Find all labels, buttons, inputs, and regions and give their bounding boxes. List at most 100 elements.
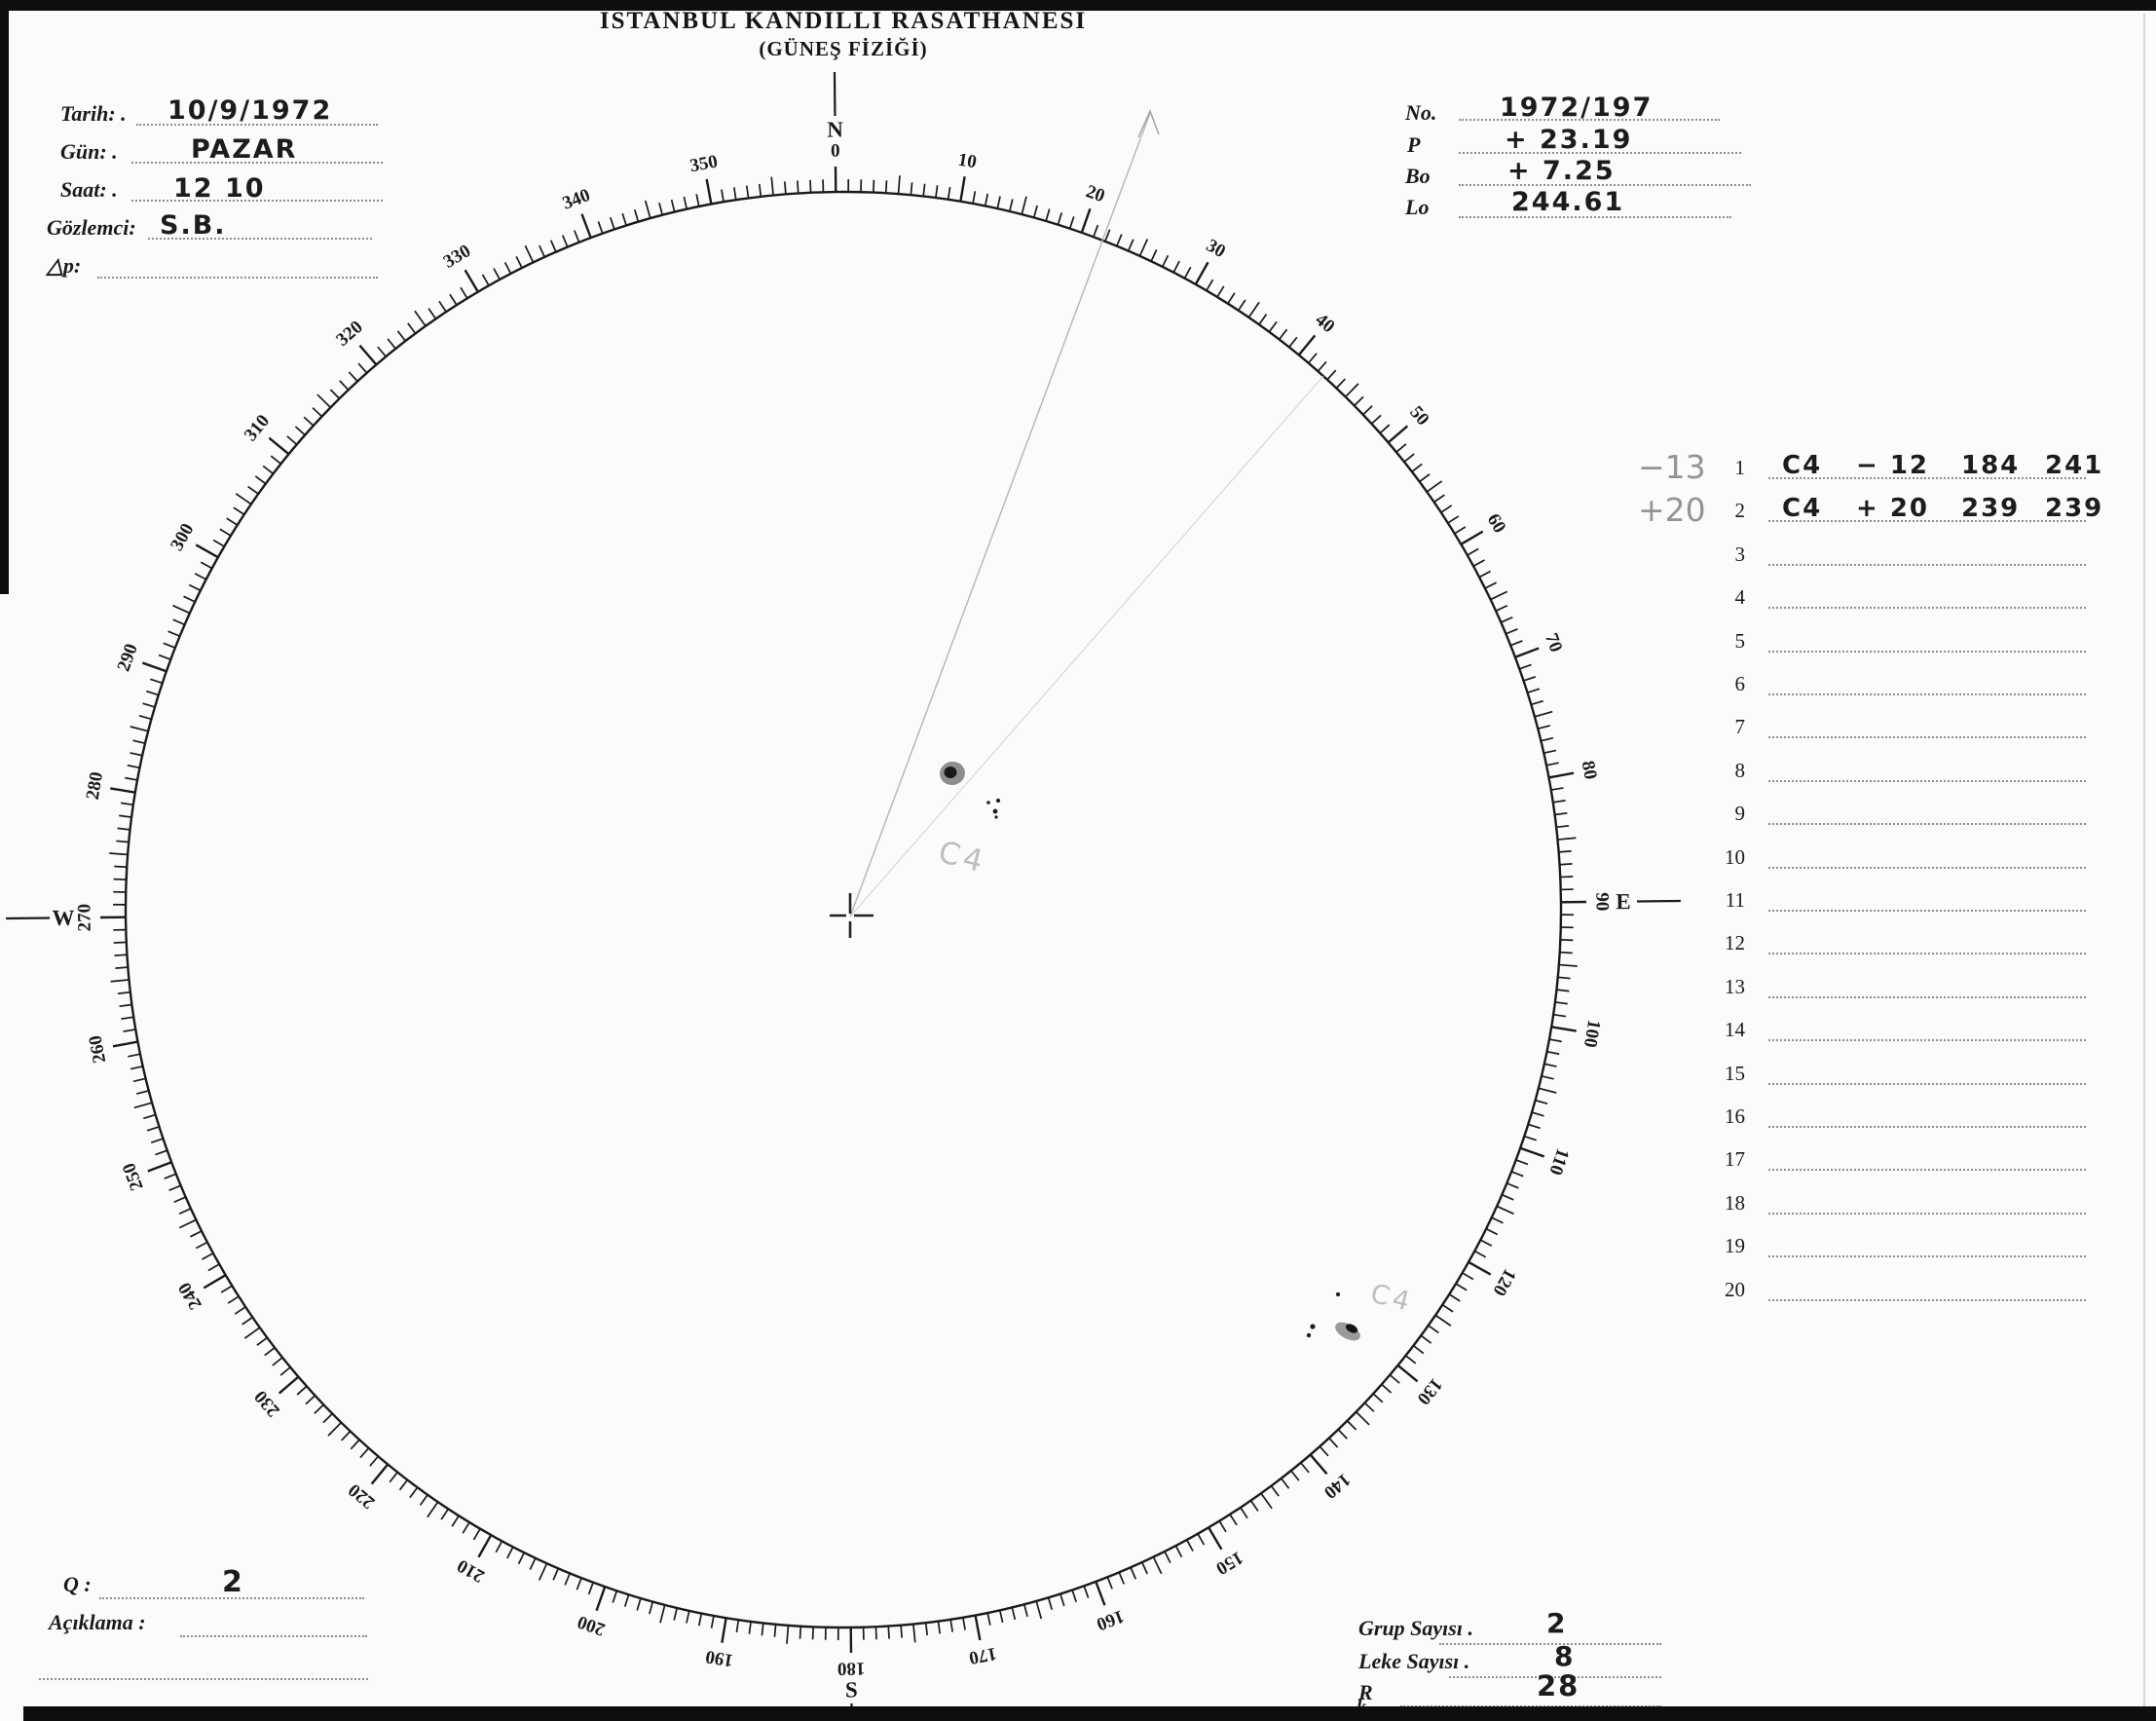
cardinal-label-e: E	[1616, 889, 1631, 914]
degree-tick	[1496, 1205, 1514, 1216]
degree-label: 100	[1580, 1018, 1604, 1049]
degree-tick	[305, 1395, 316, 1405]
degree-tick	[120, 802, 134, 806]
degree-tick	[912, 1624, 916, 1643]
degree-tick	[1557, 837, 1577, 841]
field-label-delta-p: △p:	[47, 253, 82, 278]
dotted-line	[1459, 119, 1720, 121]
degree-tick	[1208, 1526, 1223, 1551]
degree-tick	[1524, 1135, 1537, 1141]
degree-tick	[1260, 1492, 1273, 1510]
degree-tick	[1558, 963, 1578, 967]
degree-tick	[1083, 1586, 1090, 1598]
degree-tick	[984, 193, 989, 206]
degree-label: 270	[74, 904, 94, 932]
degree-tick	[212, 539, 225, 547]
dotted-line	[1768, 823, 2086, 826]
degree-tick	[1278, 328, 1288, 341]
scan-edge-bottom	[23, 1706, 2156, 1721]
degree-label: 240	[174, 1279, 206, 1313]
degree-tick	[1546, 1050, 1560, 1056]
degree-tick	[972, 191, 977, 205]
degree-tick	[227, 1295, 240, 1304]
degree-tick	[1206, 279, 1214, 291]
dotted-line	[1768, 650, 2086, 653]
degree-tick	[1467, 547, 1479, 556]
degree-tick	[1560, 939, 1574, 942]
group-row-position-1: − 12	[1856, 451, 1930, 480]
degree-tick	[1405, 1355, 1417, 1365]
degree-tick	[887, 1626, 890, 1639]
degree-tick	[1541, 736, 1554, 742]
degree-tick	[1548, 1038, 1562, 1043]
degree-tick	[409, 1486, 419, 1499]
degree-label: 290	[114, 641, 142, 674]
degree-tick	[1346, 1420, 1357, 1431]
degree-tick	[243, 1327, 261, 1339]
degree-tick	[1172, 260, 1180, 274]
degree-tick	[178, 1218, 197, 1229]
degree-tick	[1560, 876, 1574, 879]
dotted-line	[1768, 995, 2086, 998]
degree-tick	[998, 1610, 1004, 1624]
degree-tick	[1527, 688, 1541, 693]
degree-tick	[1559, 863, 1573, 866]
degree-tick	[278, 1375, 300, 1395]
degree-tick	[1433, 494, 1445, 504]
degree-tick	[1506, 1182, 1519, 1189]
degree-tick	[506, 1546, 514, 1559]
dotted-line	[1768, 520, 2086, 523]
degree-tick	[705, 178, 713, 205]
degree-tick	[1270, 1485, 1280, 1497]
degree-tick	[1412, 1344, 1425, 1355]
field-label-p: P	[1407, 132, 1421, 157]
degree-tick	[1502, 1193, 1514, 1201]
degree-tick	[481, 274, 490, 286]
degree-tick	[962, 1617, 966, 1630]
field-value-gun: PAZAR	[191, 134, 298, 165]
degree-label: 330	[440, 241, 474, 273]
degree-tick	[158, 654, 171, 660]
degree-tick	[1045, 208, 1051, 222]
degree-tick	[1288, 336, 1298, 348]
degree-label: 160	[1094, 1605, 1127, 1634]
degree-tick	[1152, 1556, 1163, 1575]
degree-label: 170	[967, 1643, 998, 1668]
page-title: İSTANBUL KANDİLLİ RASATHANESİ	[599, 8, 1088, 34]
dotted-line	[1768, 736, 2086, 739]
dotted-line	[1768, 1169, 2086, 1172]
degree-label: 280	[83, 770, 107, 802]
degree-tick	[1011, 1607, 1017, 1621]
dotted-line	[131, 162, 383, 164]
degree-label: 40	[1311, 310, 1338, 337]
scan-edge-left	[0, 0, 9, 594]
degree-tick	[495, 1540, 503, 1553]
dotted-line	[1768, 953, 2086, 955]
degree-tick	[1535, 1099, 1548, 1104]
degree-tick	[195, 543, 219, 559]
degree-tick	[220, 1285, 233, 1293]
degree-tick	[1455, 1283, 1468, 1291]
degree-label: 320	[332, 317, 366, 350]
degree-tick	[1462, 1272, 1474, 1281]
dotted-line	[1768, 477, 2086, 479]
group-row-number: 11	[1725, 888, 1745, 912]
degree-tick	[1543, 1063, 1557, 1067]
group-row-number: 4	[1734, 585, 1746, 610]
degree-tick	[202, 1253, 214, 1260]
degree-tick	[369, 1455, 379, 1467]
field-value-lo: 244.61	[1511, 187, 1625, 217]
degree-tick	[130, 752, 143, 757]
group-row-number: 9	[1734, 802, 1746, 826]
dotted-line	[136, 124, 378, 126]
field-value-q: 2	[222, 1565, 244, 1599]
degree-tick	[1258, 314, 1268, 325]
group-row-number: 5	[1734, 628, 1746, 653]
field-value-tarih: 10/9/1972	[167, 95, 333, 126]
degree-tick	[758, 183, 762, 197]
degree-tick	[658, 203, 664, 216]
group-row-number: 10	[1725, 844, 1745, 869]
degree-tick	[1354, 395, 1364, 407]
degree-tick	[460, 286, 468, 299]
degree-label: 130	[1413, 1374, 1446, 1408]
